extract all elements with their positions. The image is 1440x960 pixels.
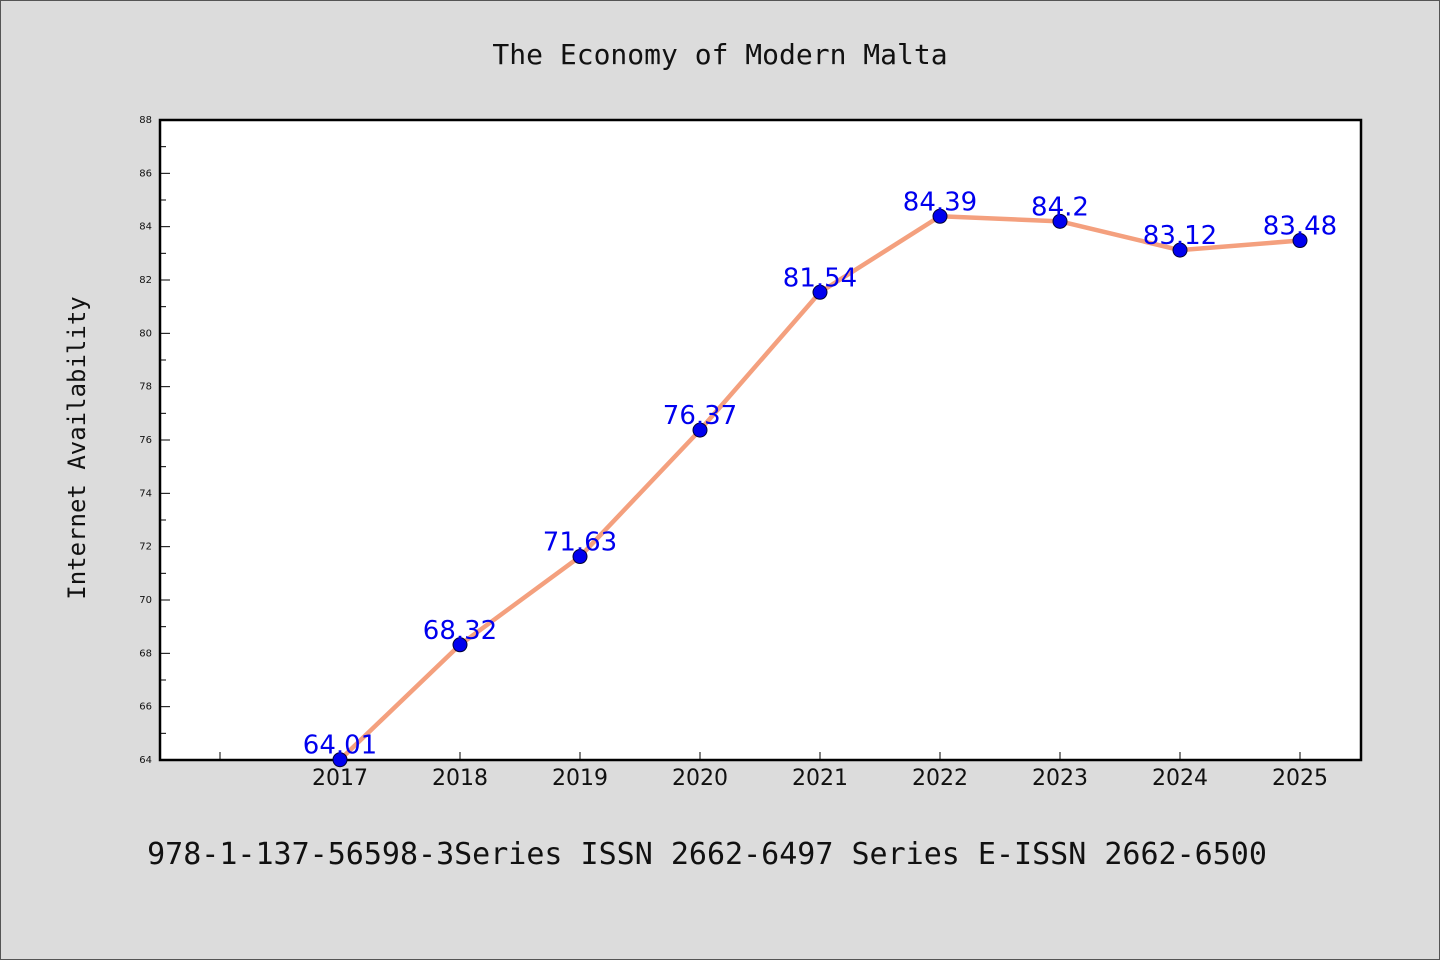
y-tick-label: 74 bbox=[139, 488, 152, 499]
x-axis: 2017 2018 2019 2020 2021 2022 2023 2024 2025 bbox=[219, 752, 1328, 791]
data-point-marker bbox=[1292, 233, 1308, 249]
y-tick-label: 78 bbox=[139, 382, 152, 393]
y-tick-label: 82 bbox=[139, 275, 152, 286]
y-tick-label: 68 bbox=[139, 648, 152, 659]
y-tick-label: 76 bbox=[139, 435, 152, 446]
x-tick-label: 2020 bbox=[672, 766, 728, 791]
series-internet-availability: 64.01 68.32 71.63 76.37 81.54 84.39 84.2 83.12 8… bbox=[303, 187, 1337, 768]
data-label: 76.37 bbox=[663, 401, 737, 431]
y-tick-label: 86 bbox=[139, 168, 152, 179]
x-tick-label: 2024 bbox=[1152, 766, 1208, 791]
plot-area bbox=[158, 118, 1363, 762]
footer-isbn-text: 978-1-137-56598-3Series ISSN 2662-6497 S… bbox=[147, 837, 1267, 872]
data-point-marker bbox=[572, 549, 588, 565]
y-tick-label: 88 bbox=[139, 115, 152, 126]
data-point-marker bbox=[332, 752, 348, 768]
y-tick-label: 70 bbox=[139, 595, 152, 606]
x-tick-label: 2023 bbox=[1032, 766, 1088, 791]
y-tick-label: 66 bbox=[139, 702, 152, 713]
y-tick-label: 72 bbox=[139, 542, 152, 553]
x-tick-label: 2021 bbox=[792, 766, 848, 791]
data-label: 83.12 bbox=[1143, 221, 1217, 251]
data-label: 84.39 bbox=[903, 187, 977, 217]
x-tick-label: 2017 bbox=[312, 766, 368, 791]
data-point-marker bbox=[692, 422, 708, 438]
data-point-marker bbox=[932, 208, 948, 224]
data-label: 81.54 bbox=[783, 263, 857, 293]
data-point-marker bbox=[812, 284, 828, 300]
x-tick-label: 2018 bbox=[432, 766, 488, 791]
data-label: 71.63 bbox=[543, 528, 617, 558]
y-axis-label: Internet Availability bbox=[63, 296, 91, 599]
data-point-marker bbox=[1052, 213, 1068, 229]
y-tick-label: 80 bbox=[139, 328, 152, 339]
x-tick-label: 2025 bbox=[1272, 766, 1328, 791]
data-label: 84.2 bbox=[1031, 192, 1089, 222]
data-point-marker bbox=[1172, 242, 1188, 258]
y-tick-label: 84 bbox=[139, 222, 152, 233]
y-tick-label: 64 bbox=[139, 755, 152, 766]
data-label: 83.48 bbox=[1263, 212, 1337, 242]
data-label: 68.32 bbox=[423, 616, 497, 646]
data-label: 64.01 bbox=[303, 731, 377, 761]
x-tick-label: 2022 bbox=[912, 766, 968, 791]
x-tick-label: 2019 bbox=[552, 766, 608, 791]
data-point-marker bbox=[452, 637, 468, 653]
y-axis: 64 66 68 70 72 74 76 78 80 82 84 86 88 bbox=[139, 115, 170, 766]
chart-title: The Economy of Modern Malta bbox=[492, 38, 947, 71]
